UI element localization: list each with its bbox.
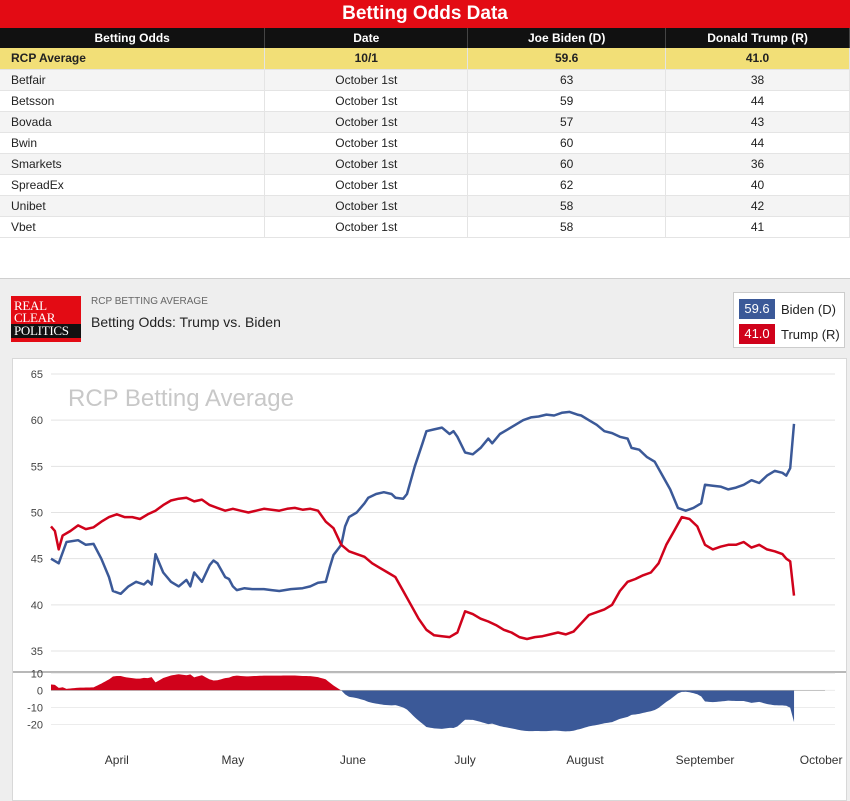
spread-area-trump: [51, 674, 795, 691]
chart-panel: REAL CLEAR POLITICS RCP BETTING AVERAGE …: [0, 278, 850, 801]
table-row: Betfair October 1st 63 38: [0, 69, 850, 91]
x-tick-label: May: [222, 753, 245, 767]
table-row: Smarkets October 1st 60 36: [0, 153, 850, 175]
legend-label-biden: Biden (D): [781, 301, 836, 317]
row-biden: 62: [467, 174, 667, 196]
row-source: Smarkets: [0, 153, 266, 175]
header-biden[interactable]: Joe Biden (D): [467, 28, 667, 48]
average-trump: 41.0: [665, 48, 850, 70]
row-trump: 44: [665, 90, 850, 112]
betting-odds-table: Betting Odds Date Joe Biden (D) Donald T…: [0, 28, 850, 238]
row-biden: 58: [467, 216, 667, 238]
average-date: 10/1: [264, 48, 469, 70]
spread-area-biden: [51, 690, 795, 732]
row-biden: 60: [467, 132, 667, 154]
logo-word-politics: POLITICS: [11, 324, 81, 338]
row-biden: 60: [467, 153, 667, 175]
row-source: Bovada: [0, 111, 266, 133]
x-tick-label: August: [566, 753, 604, 767]
row-trump: 43: [665, 111, 850, 133]
y-tick-label: 50: [31, 508, 43, 520]
row-source: SpreadEx: [0, 174, 266, 196]
legend-item-trump[interactable]: 41.0 Trump (R): [739, 324, 840, 344]
chart-legend: 59.6 Biden (D) 41.0 Trump (R): [733, 292, 845, 348]
table-header-row: Betting Odds Date Joe Biden (D) Donald T…: [0, 28, 850, 48]
spread-tick-label: -10: [27, 702, 43, 714]
legend-value-biden: 59.6: [739, 299, 775, 319]
x-tick-label: September: [676, 753, 735, 767]
series-line-biden: [50, 410, 796, 596]
row-trump: 42: [665, 195, 850, 217]
table-title: Betting Odds Data: [0, 0, 850, 28]
x-tick-label: June: [340, 753, 366, 767]
rcp-average-row: RCP Average 10/1 59.6 41.0: [0, 48, 850, 70]
chart-watermark: RCP Betting Average: [68, 385, 294, 412]
y-tick-label: 45: [31, 554, 43, 566]
table-row: Bwin October 1st 60 44: [0, 132, 850, 154]
row-source: Unibet: [0, 195, 266, 217]
x-tick-label: October: [800, 753, 843, 767]
header-betting-odds[interactable]: Betting Odds: [0, 28, 266, 48]
spread-tick-label: -20: [27, 719, 43, 731]
average-biden: 59.6: [467, 48, 667, 70]
average-source: RCP Average: [0, 48, 266, 70]
legend-item-biden[interactable]: 59.6 Biden (D): [739, 299, 836, 319]
x-tick-label: April: [105, 753, 129, 767]
logo-word-real: REAL: [14, 298, 47, 313]
series-line-trump: [50, 496, 796, 641]
table-row: Vbet October 1st 58 41: [0, 216, 850, 238]
header-date[interactable]: Date: [264, 28, 469, 48]
legend-value-trump: 41.0: [739, 324, 775, 344]
spread-tick-label: 0: [37, 685, 43, 697]
spread-tick-label: 10: [31, 668, 43, 680]
row-date: October 1st: [264, 132, 469, 154]
row-trump: 36: [665, 153, 850, 175]
table-row: Unibet October 1st 58 42: [0, 195, 850, 217]
row-trump: 41: [665, 216, 850, 238]
table-row: SpreadEx October 1st 62 40: [0, 174, 850, 196]
row-date: October 1st: [264, 174, 469, 196]
row-date: October 1st: [264, 69, 469, 91]
row-date: October 1st: [264, 195, 469, 217]
y-tick-label: 55: [31, 461, 43, 473]
y-tick-label: 65: [31, 369, 43, 381]
row-biden: 59: [467, 90, 667, 112]
row-trump: 44: [665, 132, 850, 154]
row-source: Bwin: [0, 132, 266, 154]
row-biden: 57: [467, 111, 667, 133]
row-date: October 1st: [264, 90, 469, 112]
row-date: October 1st: [264, 216, 469, 238]
plot-area[interactable]: RCP Betting Average 65 60 55 50 45 40 35 10 0 -10 -…: [12, 358, 847, 801]
row-date: October 1st: [264, 111, 469, 133]
table-row: Betsson October 1st 59 44: [0, 90, 850, 112]
row-trump: 40: [665, 174, 850, 196]
y-tick-label: 35: [31, 646, 43, 658]
header-trump[interactable]: Donald Trump (R): [665, 28, 850, 48]
x-tick-label: July: [454, 753, 475, 767]
y-tick-label: 40: [31, 600, 43, 612]
row-trump: 38: [665, 69, 850, 91]
row-source: Betfair: [0, 69, 266, 91]
row-source: Betsson: [0, 90, 266, 112]
chart-subtitle: RCP BETTING AVERAGE: [91, 296, 208, 307]
legend-label-trump: Trump (R): [781, 326, 840, 342]
table-row: Bovada October 1st 57 43: [0, 111, 850, 133]
y-tick-label: 60: [31, 415, 43, 427]
row-date: October 1st: [264, 153, 469, 175]
row-source: Vbet: [0, 216, 266, 238]
row-biden: 63: [467, 69, 667, 91]
chart-svg: RCP Betting Average 65 60 55 50 45 40 35 10 0 -10 -…: [13, 369, 846, 767]
logo-word-clear: CLEAR: [14, 310, 56, 325]
rcp-logo[interactable]: REAL CLEAR POLITICS: [11, 296, 81, 342]
chart-title: Betting Odds: Trump vs. Biden: [91, 314, 281, 330]
row-biden: 58: [467, 195, 667, 217]
